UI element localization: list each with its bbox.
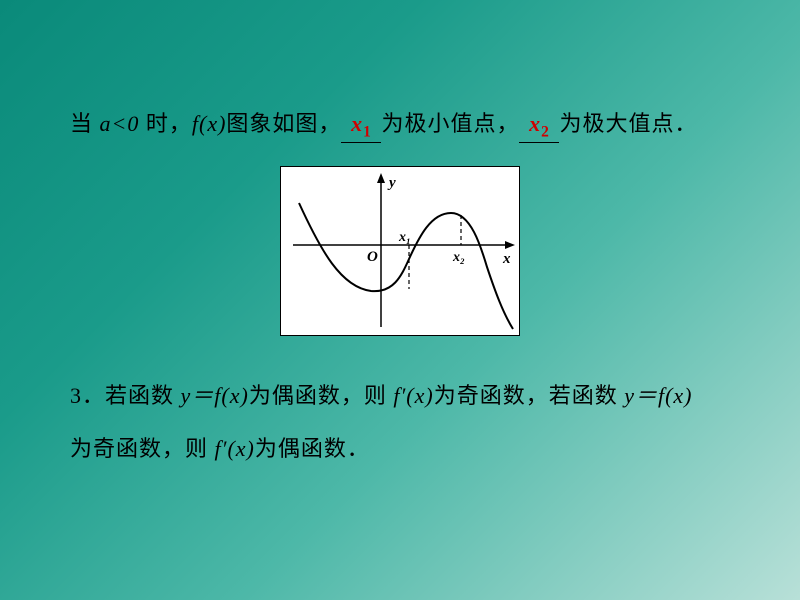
p3-b: 为偶函数，则 bbox=[249, 383, 394, 408]
x2-label: x₂ bbox=[452, 250, 465, 265]
graph-svg: y x O x₁ x₂ bbox=[281, 167, 521, 337]
yfx-2: y＝f(x) bbox=[624, 383, 692, 408]
fprime-1: f′(x) bbox=[393, 383, 433, 408]
yfx-1: y＝f(x) bbox=[181, 383, 249, 408]
y-label: y bbox=[387, 175, 396, 191]
text-mid2: 图象如图， bbox=[226, 111, 341, 136]
p3-a: 若函数 bbox=[105, 383, 181, 408]
text-mid1: 时， bbox=[139, 111, 192, 136]
text-end: 为极大值点． bbox=[559, 111, 697, 136]
x-axis-arrow bbox=[505, 241, 515, 249]
item-number: 3． bbox=[70, 383, 105, 408]
paragraph-3: 3．若函数 y＝f(x)为偶函数，则 f′(x)为奇函数，若函数 y＝f(x)为… bbox=[70, 370, 730, 476]
x1-label: x₁ bbox=[398, 230, 411, 245]
blank-2: x2 bbox=[519, 111, 559, 143]
text-mid3: 为极小值点， bbox=[381, 111, 519, 136]
fprime-2: f′(x) bbox=[215, 436, 255, 461]
var-a-cond: a<0 bbox=[100, 111, 140, 136]
figure-container: y x O x₁ x₂ bbox=[70, 166, 730, 342]
x-label: x bbox=[502, 251, 511, 267]
curve bbox=[299, 203, 513, 329]
p3-e: 为偶函数． bbox=[255, 436, 370, 461]
p3-c: 为奇函数，若函数 bbox=[434, 383, 625, 408]
origin-label: O bbox=[367, 249, 378, 265]
cubic-graph-figure: y x O x₁ x₂ bbox=[280, 166, 520, 336]
text-prefix: 当 bbox=[70, 111, 100, 136]
p3-d: 为奇函数，则 bbox=[70, 436, 215, 461]
slide: 当 a<0 时，f(x)图象如图，x1为极小值点，x2为极大值点． y x O bbox=[0, 0, 800, 600]
y-axis-arrow bbox=[377, 173, 385, 183]
blank-1: x1 bbox=[341, 111, 381, 143]
statement-line-1: 当 a<0 时，f(x)图象如图，x1为极小值点，x2为极大值点． bbox=[70, 100, 730, 148]
fx: f(x) bbox=[192, 111, 227, 136]
